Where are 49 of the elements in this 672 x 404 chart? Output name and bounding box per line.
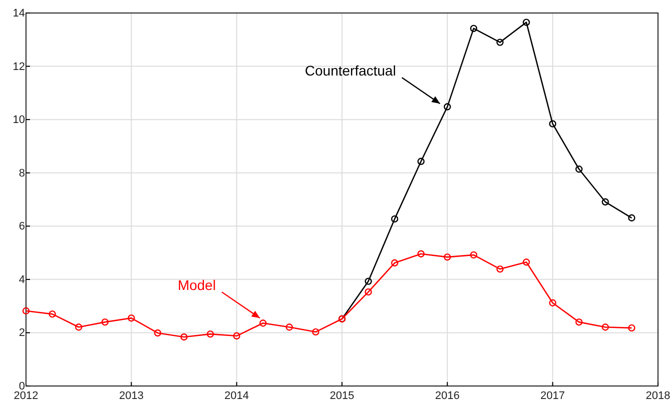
point [628,214,636,222]
x-tick-label: 2015 [330,390,354,402]
point [259,320,267,327]
point [417,250,425,258]
x-tick-label: 2016 [435,390,460,402]
annotation: Model [178,277,216,294]
point [575,318,583,326]
annotation: Counterfactual [304,62,396,79]
point [470,251,478,259]
x-tick-label: 2014 [224,390,249,402]
y-tick-label: 8 [18,167,25,180]
x-tick-label: 2018 [646,390,670,402]
y-tick-label: 4 [18,274,25,286]
point [444,253,451,261]
y-tick-label: 14 [12,8,25,20]
point [233,332,240,340]
point [206,330,214,338]
point [391,215,398,223]
point [364,288,372,296]
point [496,265,504,273]
point [602,324,609,331]
point [101,318,109,326]
point [444,103,451,110]
point [22,307,30,314]
y-tick-label: 6 [18,220,25,233]
point [364,278,372,285]
point [154,329,162,337]
point [470,24,478,32]
point [391,259,398,267]
point [575,166,583,173]
point [286,324,293,331]
point [628,324,636,332]
point [128,314,135,322]
point [549,299,556,306]
x-tick-label: 2013 [119,390,144,402]
point [522,18,530,26]
point [417,158,425,165]
point [549,120,556,128]
x-tick-label: 2017 [540,390,565,402]
point [312,328,320,336]
point [180,333,188,341]
point [522,258,530,266]
point [48,310,56,318]
y-tick-label: 12 [12,60,25,73]
point [602,198,609,206]
point [75,324,82,331]
y-tick-label: 2 [18,327,25,340]
y-tick-label: 10 [12,114,25,126]
point [496,38,504,46]
